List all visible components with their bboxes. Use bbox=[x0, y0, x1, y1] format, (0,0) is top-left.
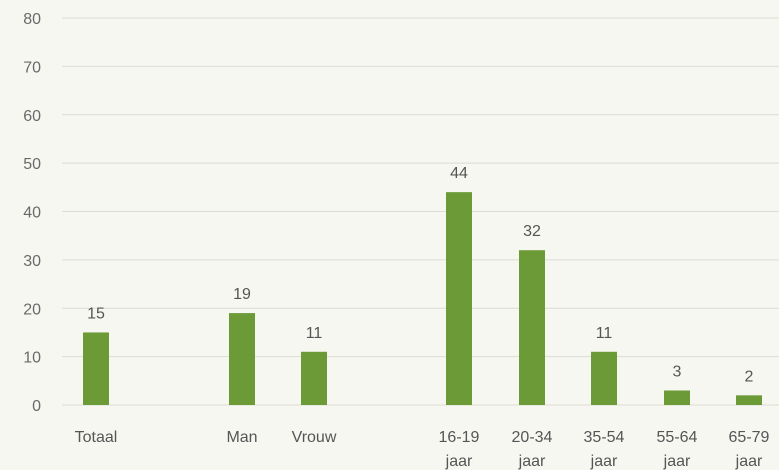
x-tick-label: jaar bbox=[663, 453, 691, 470]
x-tick-label: 16-19 bbox=[439, 429, 480, 446]
y-tick-label: 20 bbox=[23, 301, 41, 318]
y-tick-label: 60 bbox=[23, 108, 41, 125]
data-label: 3 bbox=[673, 363, 682, 380]
x-tick-label: Vrouw bbox=[292, 429, 337, 446]
x-tick-label: 20-34 bbox=[512, 429, 553, 446]
bars bbox=[83, 192, 762, 405]
x-tick-label: 55-64 bbox=[657, 429, 698, 446]
data-label: 11 bbox=[306, 325, 323, 342]
bar bbox=[736, 395, 762, 405]
x-tick-label: 35-54 bbox=[584, 429, 625, 446]
data-label: 32 bbox=[523, 223, 541, 240]
x-tick-label: 65-79 bbox=[729, 429, 770, 446]
bar bbox=[83, 332, 109, 405]
data-label: 19 bbox=[233, 286, 251, 303]
data-label: 2 bbox=[745, 368, 754, 385]
bar bbox=[664, 390, 690, 405]
x-tick-label: jaar bbox=[590, 453, 618, 470]
y-tick-label: 0 bbox=[32, 398, 41, 415]
y-tick-label: 70 bbox=[23, 59, 41, 76]
bar bbox=[301, 351, 327, 405]
y-tick-label: 30 bbox=[23, 253, 41, 270]
bar bbox=[519, 250, 545, 405]
x-tick-label: jaar bbox=[445, 453, 473, 470]
x-axis-labels: Totaal Man Vrouw 16-19 jaar 20-34 jaar 35-54 jaa… bbox=[75, 429, 770, 470]
gridlines bbox=[62, 17, 779, 406]
x-tick-label: Man bbox=[226, 429, 257, 446]
y-axis-ticks: 0 10 20 30 40 50 60 70 80 bbox=[23, 11, 41, 415]
y-tick-label: 40 bbox=[23, 205, 41, 222]
x-tick-label: jaar bbox=[518, 453, 546, 470]
bar bbox=[446, 192, 472, 405]
y-tick-label: 10 bbox=[23, 350, 41, 367]
y-tick-label: 80 bbox=[23, 11, 41, 28]
x-tick-label: jaar bbox=[735, 453, 763, 470]
data-label: 11 bbox=[596, 325, 613, 342]
data-label: 15 bbox=[87, 305, 105, 322]
bar bbox=[229, 313, 255, 405]
bar bbox=[591, 351, 617, 405]
y-tick-label: 50 bbox=[23, 156, 41, 173]
x-tick-label: Totaal bbox=[75, 429, 118, 446]
data-label: 44 bbox=[450, 165, 468, 182]
